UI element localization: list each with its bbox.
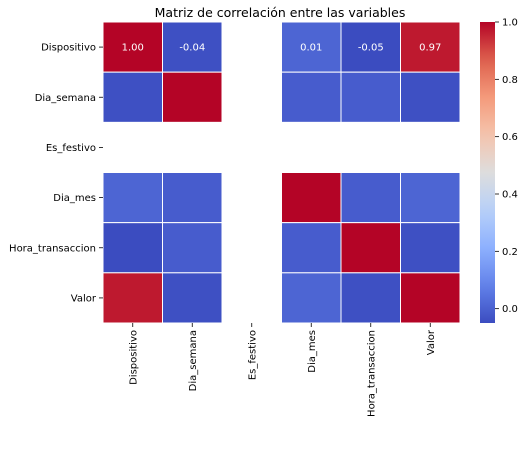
heatmap-cell — [281, 222, 342, 274]
heatmap-cell — [102, 21, 163, 73]
heatmap-cell — [162, 172, 223, 224]
cell-annotation: 0.01 — [300, 43, 322, 54]
heatmap-cell — [162, 222, 223, 274]
cell-annotations: 1.00 -0.04 0.01 -0.05 0.97 — [122, 43, 442, 54]
x-tick-label: Valor — [426, 329, 437, 355]
heatmap-cell — [281, 172, 342, 224]
cell-annotation: -0.05 — [358, 43, 384, 54]
x-tick-label: Es_festivo — [247, 330, 258, 380]
heatmap-cell — [281, 272, 342, 324]
x-tick-label: Dia_mes — [307, 330, 318, 373]
heatmap-cell — [281, 71, 342, 123]
x-tick-label: Dia_semana — [188, 330, 199, 391]
heatmap-cell — [400, 272, 461, 324]
colorbar-tick-label: 0.4 — [502, 190, 518, 201]
x-tick-label: Hora_transaccion — [366, 330, 377, 417]
chart-title: Matriz de correlación entre las variable… — [155, 5, 406, 20]
colorbar-tick-label: 1.0 — [502, 18, 518, 29]
heatmap-cell — [400, 172, 461, 224]
heatmap-cell — [340, 222, 401, 274]
heatmap-cell — [102, 222, 163, 274]
colorbar-tick-label: 0.8 — [502, 75, 518, 86]
heatmap-cell — [340, 272, 401, 324]
colorbar: 0.0 0.2 0.4 0.6 0.8 1.0 — [480, 18, 518, 323]
heatmap-cell — [281, 21, 342, 73]
heatmap-cell — [162, 272, 223, 324]
y-tick-label: Valor — [71, 293, 97, 304]
colorbar-gradient — [480, 22, 495, 323]
cell-annotation: 1.00 — [122, 43, 144, 54]
heatmap-cell — [102, 272, 163, 324]
y-axis-ticks: Dispositivo Dia_semana Es_festivo Dia_mes Ho… — [9, 43, 103, 304]
heatmap-cell — [400, 222, 461, 274]
x-axis-ticks: Dispositivo Dia_semana Es_festivo Dia_mes Ho… — [128, 323, 437, 417]
heatmap-cell — [102, 71, 163, 123]
colorbar-tick-label: 0.0 — [502, 304, 518, 315]
y-tick-label: Hora_transaccion — [9, 243, 96, 254]
cell-annotation: -0.04 — [179, 43, 205, 54]
colorbar-tick-label: 0.6 — [502, 132, 518, 143]
y-tick-label: Es_festivo — [46, 143, 96, 154]
heatmap-cell — [102, 172, 163, 224]
heatmap-cell — [400, 71, 461, 123]
y-tick-label: Dispositivo — [41, 43, 96, 54]
heatmap-cell — [162, 71, 223, 123]
x-tick-label: Dispositivo — [128, 330, 139, 385]
cell-annotation: 0.97 — [419, 43, 441, 54]
colorbar-tick-label: 0.2 — [502, 247, 518, 258]
y-tick-label: Dia_mes — [53, 193, 96, 204]
heatmap-cell — [162, 21, 223, 73]
heatmap-cell — [340, 172, 401, 224]
heatmap-cells — [102, 21, 461, 324]
heatmap-cell — [340, 71, 401, 123]
y-tick-label: Dia_semana — [35, 93, 96, 104]
